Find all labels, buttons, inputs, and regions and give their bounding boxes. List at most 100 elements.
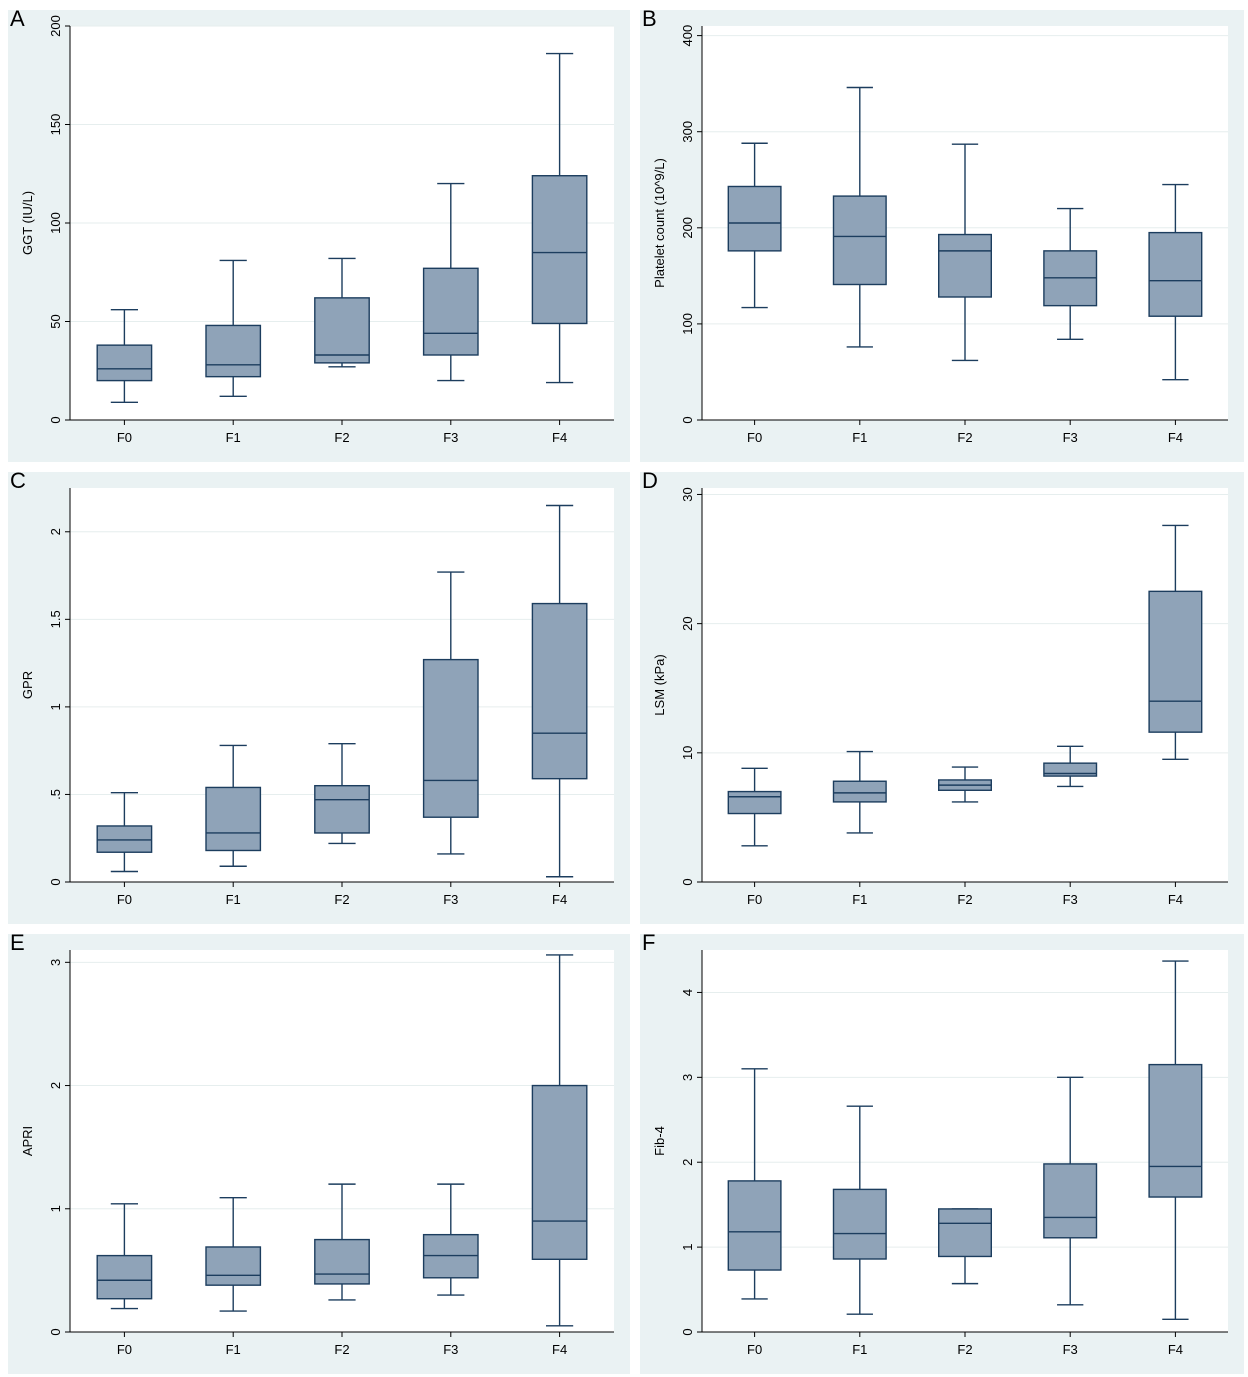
chart-d: 0 10 20 30 LSM (kPa) F0 F1 F2 F3 F4 — [652, 487, 1228, 907]
iqr-box — [205, 1246, 262, 1286]
iqr-box — [422, 658, 479, 818]
box-f4 — [531, 954, 588, 1327]
x-tick-label: F4 — [1168, 892, 1183, 907]
box-f2 — [938, 1208, 993, 1285]
iqr-box — [832, 195, 887, 286]
panel-letter: F — [642, 930, 656, 955]
y-tick-label: 2 — [680, 1159, 695, 1166]
box-f2 — [938, 143, 993, 362]
iqr-box — [727, 1180, 782, 1271]
x-tick-label: F2 — [334, 1342, 349, 1357]
y-tick-label: 3 — [680, 1074, 695, 1081]
box-f0 — [96, 308, 153, 403]
x-tick-label: F0 — [117, 892, 132, 907]
y-tick-label: 0 — [680, 878, 695, 885]
box-f0 — [96, 1203, 153, 1310]
iqr-box — [422, 267, 479, 356]
y-tick-label: 3 — [48, 959, 63, 966]
iqr-box — [531, 602, 588, 780]
y-tick-label: .5 — [48, 789, 63, 800]
box-f4 — [1148, 183, 1203, 381]
box-f1 — [205, 259, 262, 398]
x-tick-label: F2 — [334, 892, 349, 907]
box-f1 — [205, 744, 262, 867]
chart-panel-f: F 0 1 2 3 4 Fib-4 F0 F1 F2 F3 F4 — [640, 930, 1244, 1374]
x-tick-label: F4 — [552, 1342, 567, 1357]
iqr-box — [938, 1208, 993, 1258]
y-axis-label: GPR — [20, 671, 35, 699]
iqr-box — [314, 784, 370, 834]
x-tick-label: F2 — [957, 892, 972, 907]
box-f1 — [832, 86, 887, 348]
y-tick-label: 0 — [48, 416, 63, 423]
y-axis-label: Fib-4 — [652, 1126, 667, 1156]
chart-panel-d: D 0 10 20 30 LSM (kPa) F0 F1 F2 F3 F4 — [640, 468, 1244, 924]
y-tick-label: 400 — [680, 25, 695, 47]
box-f3 — [422, 182, 479, 382]
x-tick-label: F3 — [1063, 430, 1078, 445]
box-f4 — [531, 52, 588, 384]
x-tick-label: F0 — [747, 892, 762, 907]
x-tick-label: F4 — [1168, 430, 1183, 445]
box-f3 — [422, 1183, 479, 1296]
chart-panel-e: E 0 1 2 3 APRI F0 F1 F2 F3 F4 — [8, 930, 630, 1374]
y-tick-label: 100 — [680, 313, 695, 335]
y-tick-label: 0 — [48, 878, 63, 885]
iqr-box — [727, 185, 782, 252]
x-tick-label: F3 — [443, 1342, 458, 1357]
box-f3 — [1043, 207, 1098, 340]
chart-panel-b: B 0 100 200 300 400 Platelet count (10^9/L) F0… — [640, 6, 1244, 462]
iqr-box — [96, 344, 153, 382]
y-tick-label: 0 — [680, 1328, 695, 1335]
box-f3 — [422, 571, 479, 855]
y-tick-label: 0 — [48, 1328, 63, 1335]
box-f3 — [1043, 1076, 1098, 1306]
x-tick-label: F2 — [957, 430, 972, 445]
y-tick-label: 300 — [680, 121, 695, 143]
y-axis-label: GGT (IU/L) — [20, 191, 35, 255]
box-f0 — [727, 767, 782, 847]
x-tick-label: F1 — [852, 430, 867, 445]
box-f3 — [1043, 745, 1098, 788]
iqr-box — [314, 1238, 370, 1285]
x-tick-label: F4 — [552, 430, 567, 445]
y-tick-label: 200 — [680, 217, 695, 239]
box-f0 — [727, 1068, 782, 1300]
chart-panel-a: A 0 50 100 150 200 GGT (IU/L) F0 F1 F2 F3 F4 — [8, 6, 630, 462]
y-tick-label: 2 — [48, 1082, 63, 1089]
x-tick-label: F0 — [117, 430, 132, 445]
y-tick-label: 200 — [48, 15, 63, 37]
x-tick-label: F3 — [1063, 1342, 1078, 1357]
y-tick-label: 2 — [48, 528, 63, 535]
box-f2 — [314, 742, 370, 845]
x-tick-label: F1 — [226, 892, 241, 907]
x-tick-label: F2 — [957, 1342, 972, 1357]
x-tick-label: F0 — [747, 430, 762, 445]
box-f4 — [1148, 524, 1203, 760]
x-tick-label: F1 — [852, 892, 867, 907]
chart-f: 0 1 2 3 4 Fib-4 F0 F1 F2 F3 F4 — [652, 950, 1228, 1357]
x-tick-label: F3 — [443, 892, 458, 907]
plot-area — [702, 488, 1228, 882]
y-tick-label: 4 — [680, 989, 695, 996]
y-tick-label: 1.5 — [48, 610, 63, 628]
panel-letter: E — [10, 930, 25, 955]
y-tick-label: 10 — [680, 746, 695, 760]
chart-b: 0 100 200 300 400 Platelet count (10^9/L) F0 F1… — [652, 25, 1228, 445]
y-tick-label: 30 — [680, 487, 695, 501]
iqr-box — [832, 780, 887, 803]
y-tick-label: 100 — [48, 212, 63, 234]
iqr-box — [205, 786, 262, 852]
y-axis-label: Platelet count (10^9/L) — [652, 158, 667, 288]
iqr-box — [531, 1084, 588, 1260]
iqr-box — [1043, 1163, 1098, 1239]
x-tick-label: F1 — [226, 1342, 241, 1357]
panel-letter: D — [642, 468, 658, 493]
y-tick-label: 150 — [48, 114, 63, 136]
iqr-box — [314, 297, 370, 364]
y-tick-label: 50 — [48, 314, 63, 328]
box-f4 — [1148, 960, 1203, 1320]
box-f0 — [96, 791, 153, 873]
iqr-box — [96, 1254, 153, 1300]
iqr-box — [1148, 1063, 1203, 1198]
